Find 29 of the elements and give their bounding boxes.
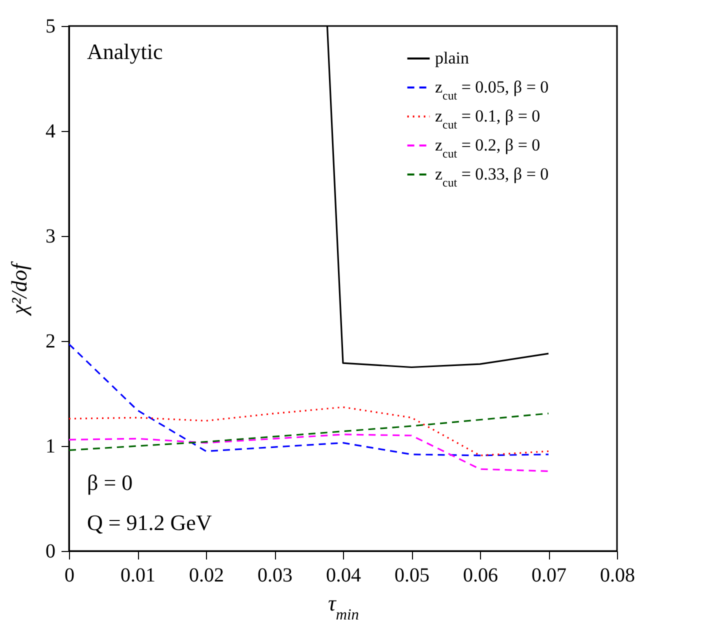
legend-label: z$_{cut}$ = 0.2, β = 0 — [435, 136, 540, 160]
x-tick-label: 0.05 — [394, 564, 430, 586]
legend-label: z$_{cut}$ = 0.05, β = 0 — [435, 78, 549, 102]
y-axis-title: χ²/dof — [6, 260, 32, 316]
x-tick-label: 0.08 — [600, 564, 635, 586]
x-axis-title: τ$_{min}$ — [328, 590, 360, 623]
y-tick-label: 4 — [46, 120, 56, 142]
annotation: Q = 91.2 GeV — [87, 510, 212, 535]
x-tick-label: 0.01 — [120, 564, 156, 586]
legend-label: plain — [435, 48, 470, 68]
annotation: Analytic — [87, 39, 163, 64]
y-tick-label: 5 — [46, 16, 56, 38]
line-series — [69, 406, 550, 456]
y-tick-label: 1 — [46, 436, 56, 458]
y-tick-label: 0 — [46, 540, 56, 562]
legend-label: z$_{cut}$ = 0.1, β = 0 — [435, 106, 540, 132]
line-series — [69, 343, 550, 456]
x-tick-label: 0.02 — [189, 564, 224, 586]
legend-label: z$_{cut}$ = 0.33, β = 0 — [435, 164, 549, 190]
x-tick-label: 0.06 — [463, 564, 498, 586]
x-tick-label: 0.04 — [326, 564, 361, 586]
x-tick-label: 0.07 — [532, 564, 566, 586]
y-tick-label: 2 — [46, 330, 56, 352]
y-tick-label: 3 — [46, 226, 56, 248]
annotation: β = 0 — [87, 470, 133, 495]
x-tick-label: 0 — [64, 564, 74, 586]
line-series — [69, 412, 550, 451]
line-series — [69, 434, 550, 472]
x-tick-label: 0.03 — [258, 564, 292, 586]
